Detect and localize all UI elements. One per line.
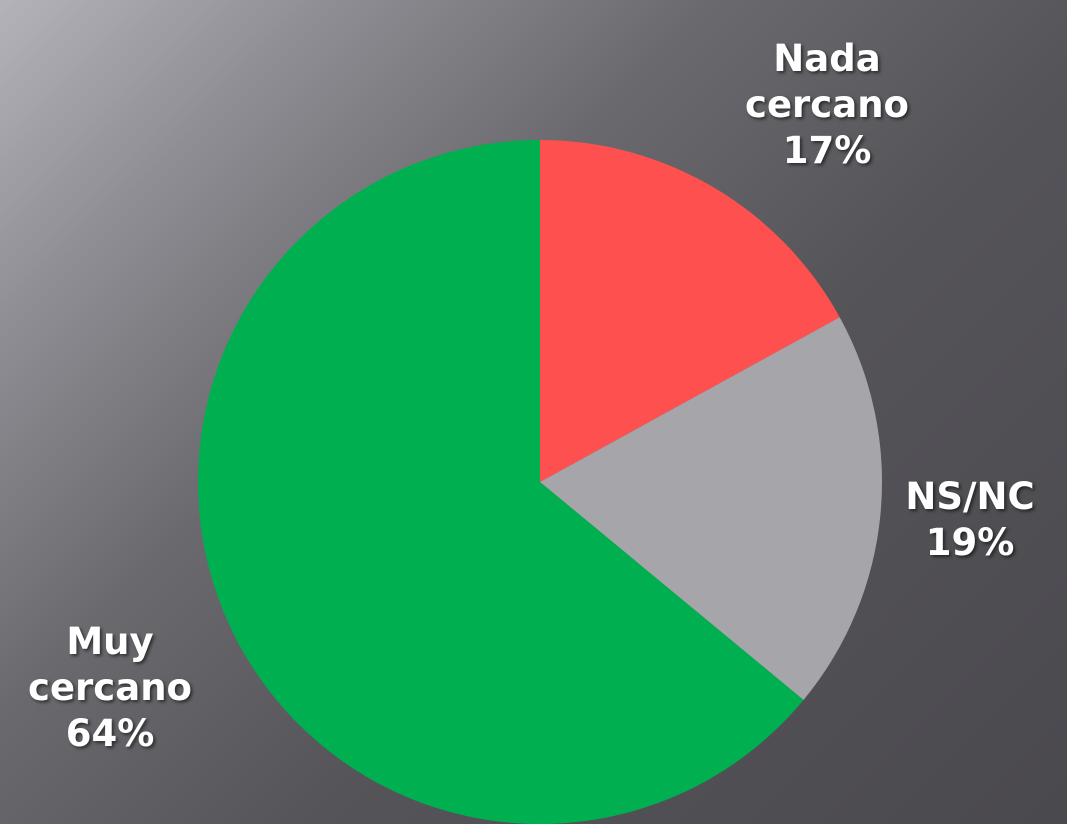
pie-slice: [540, 140, 840, 482]
value-label: 19%: [925, 521, 1015, 564]
value-label: 64%: [65, 712, 155, 755]
category-label: Nada cercano: [745, 37, 909, 126]
data-label: Muy cercano 64%: [5, 619, 215, 757]
pie-slice: [540, 317, 883, 700]
data-label: Nada cercano 17%: [722, 36, 932, 174]
category-label: Muy cercano: [28, 620, 192, 709]
value-label: 17%: [782, 129, 872, 172]
category-label: NS/NC: [905, 475, 1035, 518]
pie-slice: [198, 140, 804, 824]
data-label: NS/NC 19%: [865, 474, 1067, 566]
